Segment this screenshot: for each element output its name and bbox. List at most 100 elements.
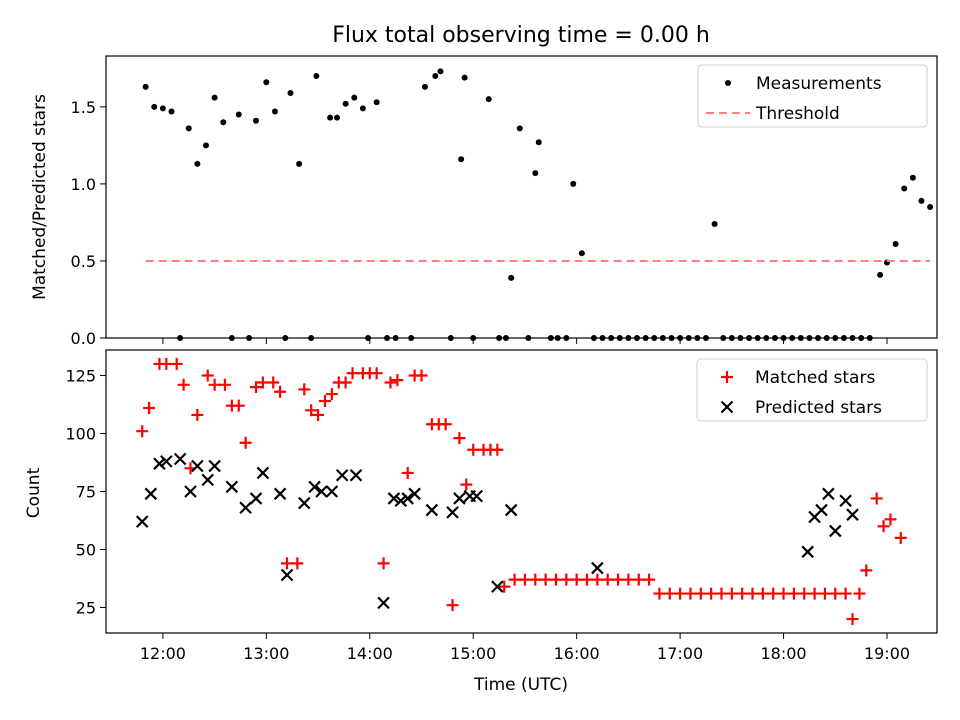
matched-star-point: [705, 587, 718, 600]
matched-star-point: [663, 587, 676, 600]
matched-star-point: [208, 378, 221, 391]
matched-star-point: [736, 587, 749, 600]
predicted-star-point: [387, 492, 401, 505]
matched-star-point: [870, 492, 883, 505]
predicted-star-point: [504, 503, 518, 517]
legend-label: Measurements: [756, 74, 882, 94]
measurement-point: [342, 100, 349, 107]
matched-star-point: [384, 376, 397, 389]
matched-star-point: [218, 378, 231, 391]
legend-frame: [696, 358, 928, 422]
predicted-star-point: [394, 494, 408, 508]
legend-label: Threshold: [755, 104, 840, 124]
matched-star-point: [467, 443, 480, 456]
matched-star-point: [305, 404, 318, 417]
bottom-xlabel: Time (UTC): [473, 675, 568, 695]
legend-plus-icon: [721, 371, 733, 383]
matched-star-point: [439, 418, 452, 431]
matched-star-point: [298, 383, 311, 396]
matched-star-point: [601, 573, 614, 586]
measurement-point: [194, 160, 201, 167]
matched-star-point: [756, 587, 769, 600]
matched-star-point: [453, 432, 466, 445]
matched-star-point: [591, 573, 604, 586]
matched-star-point: [570, 573, 583, 586]
measurement-point: [578, 250, 585, 257]
xtick-label: 12:00: [140, 644, 186, 663]
xtick-label: 15:00: [450, 644, 496, 663]
bottom-ylabel: Count: [24, 467, 44, 518]
matched-star-point: [560, 573, 573, 586]
measurement-point: [142, 83, 149, 90]
measurement-point: [271, 108, 278, 115]
ytick-label: 25: [76, 598, 96, 617]
predicted-star-point: [401, 492, 414, 505]
predicted-star-point: [208, 459, 221, 473]
legend-x-icon: [720, 400, 734, 414]
matched-star-point: [256, 376, 269, 389]
matched-star-point: [684, 587, 697, 600]
measurement-point: [458, 156, 465, 163]
predicted-star-point: [201, 473, 214, 487]
predicted-star-point: [425, 503, 439, 517]
top-ylabel: Matched/Predicted stars: [30, 94, 50, 300]
matched-star-point: [787, 587, 800, 600]
ytick-label: 125: [65, 367, 96, 386]
matched-star-point: [839, 587, 852, 600]
legend-label: Predicted stars: [755, 398, 882, 418]
ytick-label: 1.0: [71, 175, 96, 194]
matched-star-point: [581, 573, 594, 586]
matched-star-point: [377, 557, 390, 570]
matched-star-point: [339, 376, 352, 389]
measurement-point: [168, 108, 175, 115]
matched-star-point: [143, 401, 156, 414]
predicted-star-point: [491, 580, 504, 593]
matched-star-point: [498, 580, 511, 593]
predicted-star-point: [297, 496, 311, 510]
matched-star-point: [191, 408, 204, 421]
matched-star-point: [674, 587, 687, 600]
matched-star-point: [518, 573, 531, 586]
predicted-star-point: [135, 515, 149, 528]
predicted-star-point: [591, 561, 604, 575]
matched-star-point: [267, 376, 280, 389]
predicted-star-point: [256, 466, 270, 480]
matched-star-point: [549, 573, 562, 586]
predicted-star-point: [153, 457, 166, 470]
predicted-star-point: [446, 506, 459, 519]
matched-star-point: [346, 367, 359, 380]
matched-star-point: [239, 436, 252, 449]
matched-star-point: [312, 408, 325, 421]
predicted-star-point: [249, 492, 263, 505]
predicted-star-point: [325, 485, 339, 498]
ytick-label: 0.0: [71, 329, 96, 348]
measurement-point: [334, 114, 341, 121]
measurement-point: [252, 117, 259, 124]
ytick-label: 1.5: [71, 98, 96, 117]
ytick-label: 75: [76, 483, 96, 502]
measurement-point: [421, 83, 428, 90]
matched-star-point: [460, 478, 473, 491]
matched-star-point: [829, 587, 842, 600]
ytick-label: 0.5: [71, 252, 96, 271]
matched-star-point: [877, 520, 890, 533]
measurement-point: [159, 105, 166, 112]
xtick-label: 17:00: [657, 644, 703, 663]
matched-star-point: [853, 587, 866, 600]
bottom-plot-marks: [135, 357, 907, 626]
measurement-point: [296, 160, 303, 167]
predicted-star-point: [453, 492, 466, 505]
predicted-star-point: [184, 485, 197, 498]
matched-star-point: [884, 513, 897, 526]
measurement-point: [287, 89, 294, 96]
matched-star-point: [612, 573, 625, 586]
legend-dot-icon: [725, 80, 731, 86]
measurement-point: [901, 185, 908, 192]
matched-star-point: [325, 388, 338, 401]
matched-star-point: [622, 573, 635, 586]
matched-star-point: [808, 587, 821, 600]
predicted-star-point: [225, 480, 239, 494]
measurement-point: [151, 103, 158, 110]
measurement-point: [351, 94, 358, 101]
